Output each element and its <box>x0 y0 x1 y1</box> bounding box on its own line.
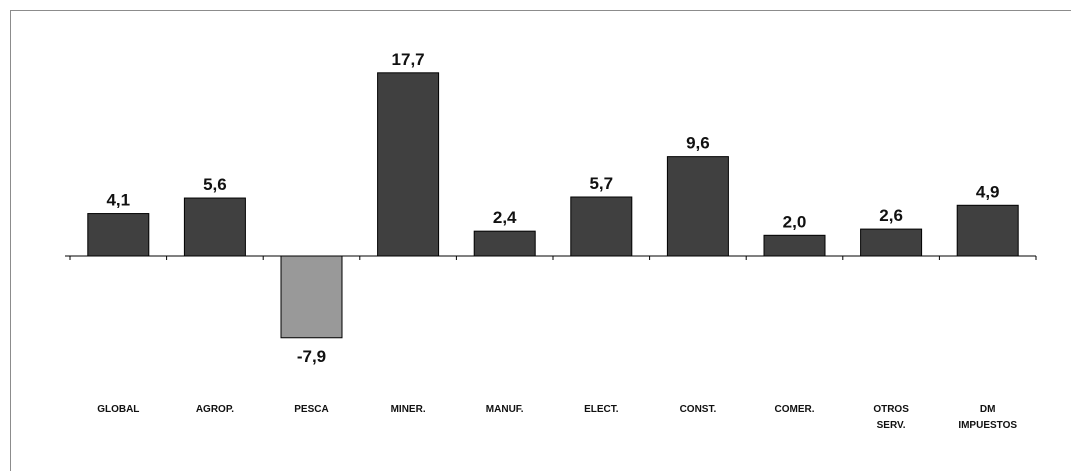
data-label: 4,9 <box>976 182 1000 201</box>
x-tick-label: IMPUESTOS <box>958 420 1017 431</box>
data-label: 2,6 <box>879 206 903 225</box>
bar <box>667 157 728 256</box>
data-label: -7,9 <box>297 347 326 366</box>
x-tick-label: SERV. <box>877 420 906 431</box>
x-tick-label: ELECT. <box>584 404 619 415</box>
bar <box>957 205 1018 256</box>
x-tick-label: COMER. <box>775 404 815 415</box>
x-tick-label: CONST. <box>680 404 717 415</box>
data-label: 5,6 <box>203 175 227 194</box>
data-label: 2,0 <box>783 212 807 231</box>
x-tick-label: OTROS <box>873 404 909 415</box>
data-label: 17,7 <box>392 50 425 69</box>
bar <box>88 214 149 256</box>
x-tick-label: AGROP. <box>196 404 234 415</box>
bar <box>184 198 245 256</box>
bar <box>764 235 825 256</box>
bar <box>378 73 439 256</box>
bar <box>281 256 342 338</box>
bar <box>474 231 535 256</box>
x-tick-label: MINER. <box>391 404 426 415</box>
data-label: 2,4 <box>493 208 517 227</box>
bar <box>861 229 922 256</box>
x-tick-label: GLOBAL <box>97 404 139 415</box>
bar-chart: 4,1 GLOBAL 5,6 AGROP. -7,9 PESCA 17,7 MINER. 2,4… <box>0 0 1071 461</box>
x-tick-label: MANUF. <box>486 404 524 415</box>
data-label: 5,7 <box>589 174 613 193</box>
bar <box>571 197 632 256</box>
data-label: 9,6 <box>686 134 710 153</box>
data-label: 4,1 <box>106 191 130 210</box>
x-tick-label: PESCA <box>294 404 328 415</box>
x-tick-label: DM <box>980 404 996 415</box>
